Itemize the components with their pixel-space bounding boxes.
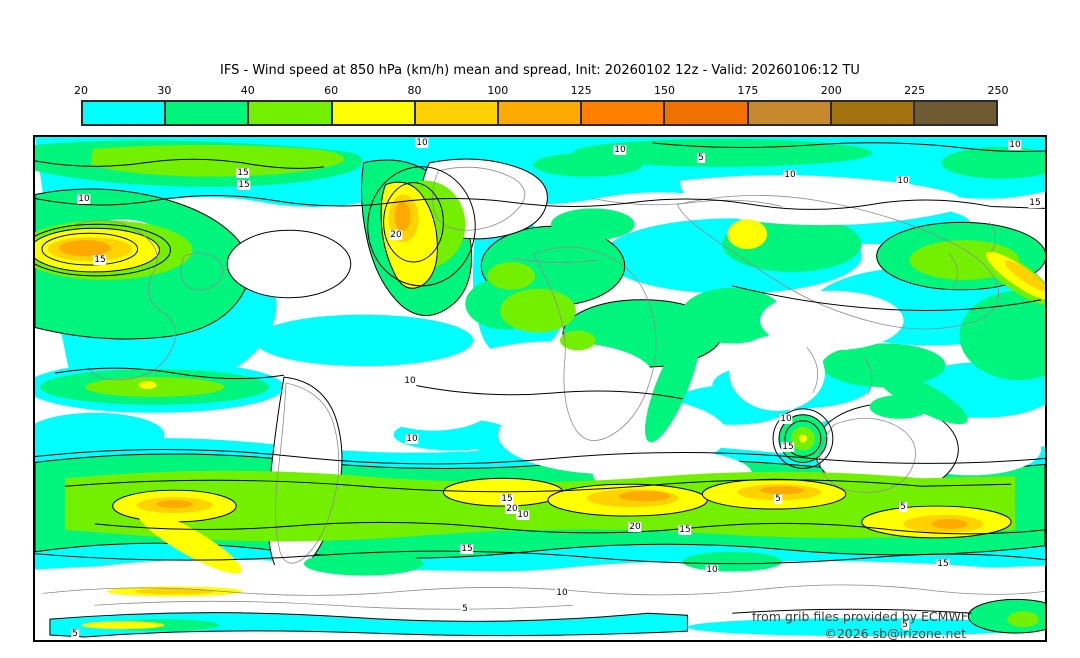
contour-label: 20 <box>389 230 403 240</box>
contour-label: 5 <box>899 502 907 512</box>
contour-label: 15 <box>236 168 250 178</box>
contour-label: 10 <box>613 145 627 155</box>
contour-label: 5 <box>461 604 469 614</box>
colorbar-gradient-bar <box>81 100 998 126</box>
contour-label: 10 <box>77 194 91 204</box>
colorbar-segment <box>914 102 997 124</box>
contour-label: 10 <box>896 176 910 186</box>
colorbar-segment <box>831 102 915 124</box>
contour-label: 5 <box>71 629 79 639</box>
colorbar-tick: 80 <box>407 84 422 97</box>
chart-title: IFS - Wind speed at 850 hPa (km/h) mean … <box>220 63 860 78</box>
colorbar-tick: 40 <box>240 84 255 97</box>
contour-label: 20 <box>505 504 519 514</box>
colorbar-tick: 225 <box>904 84 926 97</box>
fill-layer-white-holes <box>35 158 1045 625</box>
map-svg <box>35 137 1045 638</box>
fill-layer-orange <box>58 201 968 529</box>
contour-label: 5 <box>901 620 909 630</box>
colorbar-tick: 175 <box>737 84 759 97</box>
colorbar-segment <box>249 102 333 124</box>
colorbar-segment <box>332 102 416 124</box>
colorbar-segment <box>83 102 167 124</box>
colorbar-segment <box>665 102 749 124</box>
contour-label: 15 <box>237 180 251 190</box>
credit-copyright: ©2026 sb@irizone.net <box>824 626 966 641</box>
colorbar-tick: 250 <box>987 84 1009 97</box>
colorbar-tick: 20 <box>74 84 88 97</box>
colorbar-tick: 30 <box>157 84 172 97</box>
colorbar-tick: 125 <box>570 84 592 97</box>
colorbar-tick: 100 <box>487 84 509 97</box>
contour-label: 15 <box>93 255 107 265</box>
contour-label: 15 <box>460 544 474 554</box>
colorbar-tick: 200 <box>820 84 842 97</box>
colorbar: 20 30 40 60 80 100 125 150 175 200 225 250 <box>74 84 1009 128</box>
contour-label: 10 <box>405 434 419 444</box>
contour-label: 10 <box>779 414 793 424</box>
contour-label: 10 <box>783 170 797 180</box>
contour-label: 5 <box>774 494 782 504</box>
coastlines <box>42 166 1045 610</box>
credit-ecmwf: from grib files provided by ECMWF <box>751 609 968 624</box>
contour-label: 10 <box>415 138 429 148</box>
contour-label: 10 <box>705 565 719 575</box>
contour-label: 10 <box>555 588 569 598</box>
contour-label: 15 <box>500 494 514 504</box>
contour-label: 15 <box>781 442 795 452</box>
contour-label: 10 <box>1008 140 1022 150</box>
colorbar-segment <box>582 102 666 124</box>
contour-label: 15 <box>1028 198 1042 208</box>
contour-label: 15 <box>936 559 950 569</box>
spread-contour-lines <box>35 142 1045 614</box>
contour-label: 10 <box>516 510 530 520</box>
colorbar-tick: 60 <box>324 84 339 97</box>
contour-label: 10 <box>403 376 417 386</box>
colorbar-tick-labels: 20 30 40 60 80 100 125 150 175 200 225 250 <box>74 84 1009 99</box>
contour-label: 15 <box>678 525 692 535</box>
colorbar-segment <box>748 102 832 124</box>
colorbar-segment <box>498 102 583 124</box>
contour-label: 5 <box>697 153 705 163</box>
world-wind-map: 10 10 10 5 10 15 15 15 20 10 10 15 10 10 10 15 5 5 15 15 20 1… <box>33 135 1047 642</box>
colorbar-tick: 150 <box>654 84 676 97</box>
colorbar-segment <box>166 102 250 124</box>
colorbar-segment <box>415 102 499 124</box>
contour-label: 20 <box>628 522 642 532</box>
